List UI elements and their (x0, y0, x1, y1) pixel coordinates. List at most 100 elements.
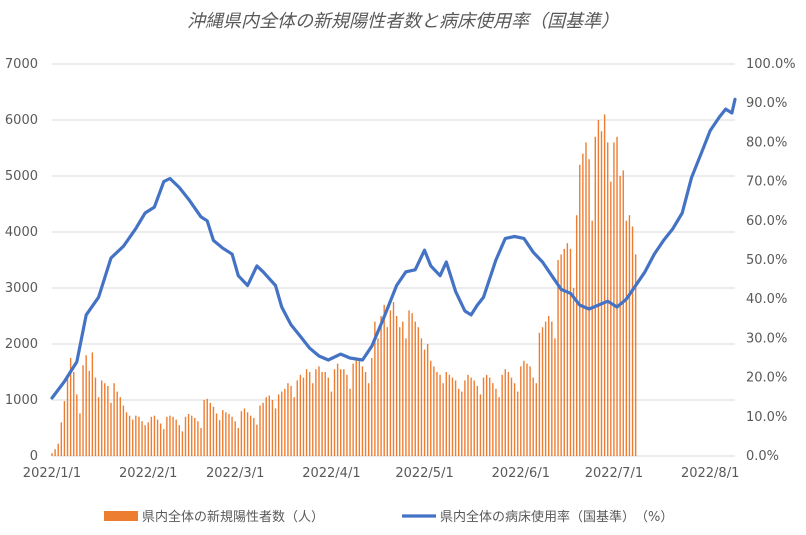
y-left-tick-label: 5000 (5, 169, 38, 184)
bar (361, 366, 364, 456)
bar (548, 316, 550, 456)
legend-swatch-bar (104, 511, 138, 521)
x-tick-label: 2022/4/1 (302, 466, 360, 481)
bar (607, 142, 609, 456)
bar (69, 358, 72, 456)
bar (470, 377, 472, 456)
bar (520, 366, 522, 456)
bar (451, 377, 454, 456)
y-right-tick-label: 50.0% (746, 253, 787, 268)
bar (215, 413, 218, 456)
bar (206, 398, 208, 456)
bar (113, 383, 115, 456)
bar (119, 397, 121, 456)
bar (203, 400, 205, 456)
bar (374, 321, 376, 456)
y-left-tick-label: 4000 (5, 225, 38, 240)
bar (439, 374, 441, 456)
bar (467, 374, 469, 456)
bar (138, 416, 140, 456)
bar (110, 402, 112, 456)
bar (150, 416, 153, 456)
bar (175, 419, 177, 456)
bar (510, 377, 513, 456)
bar (91, 352, 94, 456)
bar (172, 416, 174, 456)
bar (159, 423, 162, 456)
x-tick-label: 2022/8/1 (681, 466, 739, 481)
bar (399, 327, 401, 456)
legend: 県内全体の新規陽性者数（人） 県内全体の病床使用率（国基準） （%） (104, 509, 673, 525)
bar (128, 415, 131, 456)
bar (538, 332, 541, 456)
bar (454, 380, 457, 456)
bar (256, 424, 258, 456)
bar (569, 248, 572, 456)
y-right-tick-label: 40.0% (746, 292, 787, 307)
bar (386, 327, 388, 456)
bar (585, 142, 587, 456)
bar (445, 372, 447, 456)
bar (166, 416, 168, 456)
bar (625, 220, 628, 456)
bar (352, 363, 354, 456)
y-right-tick-label: 10.0% (746, 410, 787, 425)
bar-series (51, 114, 637, 457)
x-tick-label: 2022/6/1 (492, 466, 550, 481)
bar (318, 366, 320, 456)
chart-title: 沖縄県内全体の新規陽性者数と病床使用率（国基準） (187, 11, 619, 32)
bar (513, 383, 516, 456)
bar (448, 374, 451, 456)
bar (551, 321, 553, 456)
bar (395, 316, 398, 456)
bar (622, 170, 624, 456)
bar (628, 215, 631, 456)
bar (144, 425, 146, 456)
bar (597, 120, 600, 456)
bar (417, 327, 420, 456)
x-tick-label: 2022/1/1 (23, 466, 81, 481)
bar (153, 415, 156, 456)
bar (76, 394, 78, 456)
bar (594, 136, 596, 457)
bar (222, 410, 224, 456)
bar (225, 412, 227, 456)
bar (541, 327, 544, 456)
bar (358, 360, 361, 456)
y-left-axis-labels: 0 1000 2000 3000 4000 5000 6000 7000 (5, 57, 38, 464)
bar (293, 397, 295, 456)
y-left-tick-label: 2000 (5, 337, 38, 352)
bar (324, 372, 326, 456)
bar (82, 365, 84, 456)
y-right-tick-label: 90.0% (746, 96, 787, 111)
bar (66, 377, 69, 456)
bar (591, 220, 593, 456)
bar (51, 453, 53, 456)
bar (442, 383, 444, 456)
bar (504, 369, 506, 456)
bar (336, 363, 339, 456)
bar (405, 338, 407, 456)
bar (163, 429, 165, 456)
bar (364, 372, 367, 456)
bar (299, 374, 302, 456)
bar (60, 422, 63, 456)
bar (308, 372, 311, 456)
bar (94, 377, 97, 456)
bar (566, 243, 569, 456)
bar (107, 386, 109, 456)
bar (321, 372, 323, 456)
bar (88, 370, 90, 456)
bar (135, 415, 137, 456)
bar (377, 338, 379, 456)
bar (523, 360, 525, 456)
bar (296, 380, 298, 456)
bar (197, 421, 199, 456)
bar (169, 415, 171, 456)
bar (535, 383, 538, 456)
bar (312, 383, 314, 456)
bar (619, 176, 621, 456)
bar (132, 419, 134, 456)
bar (315, 369, 317, 456)
bar (563, 248, 565, 456)
